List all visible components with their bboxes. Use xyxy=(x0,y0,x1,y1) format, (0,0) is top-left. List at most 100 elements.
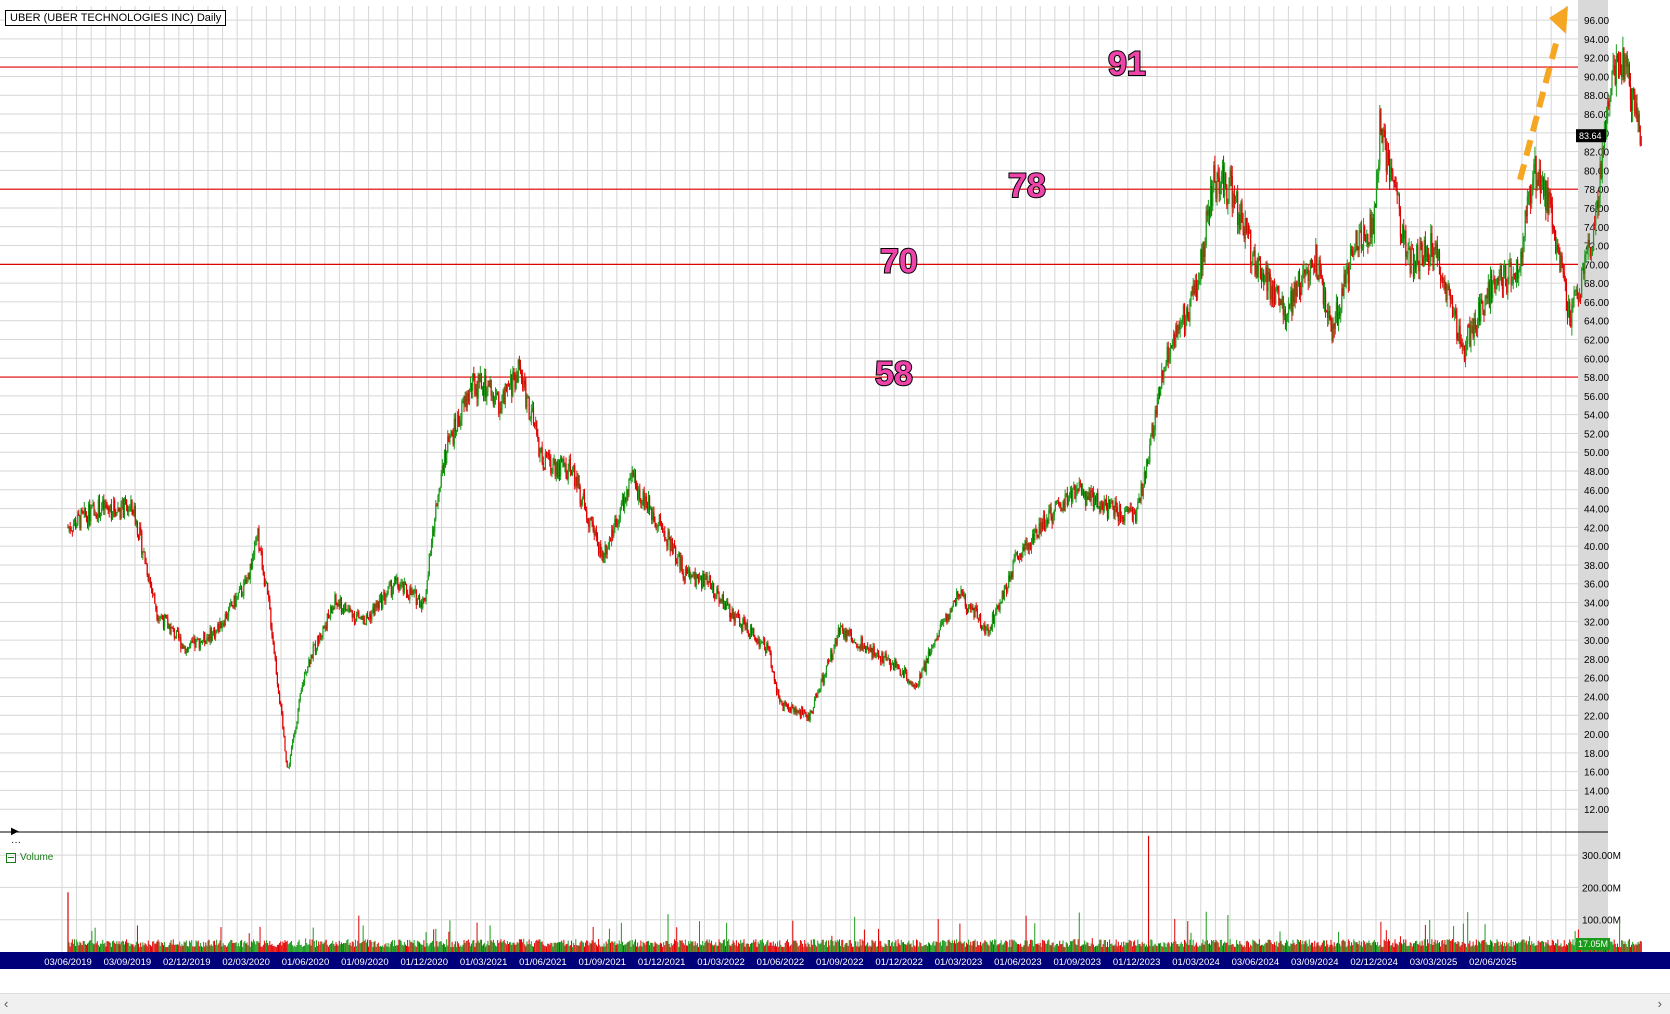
candle-body xyxy=(89,504,91,522)
candle-body xyxy=(327,613,330,618)
scroll-left-icon[interactable]: ‹ xyxy=(4,996,9,1011)
candle-body xyxy=(876,651,879,655)
candle-body xyxy=(1487,281,1489,299)
candle-body xyxy=(611,529,613,542)
candle-body xyxy=(133,505,135,514)
candle-body xyxy=(502,390,504,397)
candle-body xyxy=(989,627,991,633)
candle-body xyxy=(1477,302,1480,320)
candle-body xyxy=(257,528,259,537)
candle-body xyxy=(193,638,195,643)
candle-body xyxy=(858,646,860,648)
candle-body xyxy=(990,627,992,629)
candle-body xyxy=(1328,310,1330,319)
candle-body xyxy=(1481,299,1483,303)
candle-body xyxy=(438,491,440,496)
candle-body xyxy=(72,525,75,532)
candle-body xyxy=(1094,496,1097,502)
collapse-icon[interactable] xyxy=(6,852,16,863)
candle-body xyxy=(81,509,83,512)
candle-body xyxy=(524,380,526,385)
candle-body xyxy=(1206,211,1208,216)
candle-body xyxy=(1518,270,1520,279)
candle-body xyxy=(1627,64,1629,67)
candle-body xyxy=(241,586,243,596)
candle-body xyxy=(536,421,538,435)
candle-body xyxy=(786,705,788,707)
candle-body xyxy=(1222,166,1225,197)
candle-body xyxy=(1285,315,1288,323)
candle-body xyxy=(1421,243,1423,258)
candle-body xyxy=(688,569,690,573)
candle-body xyxy=(1564,279,1566,283)
candle-body xyxy=(697,577,700,583)
candle-body xyxy=(430,543,433,554)
candle-body xyxy=(148,578,150,581)
candle-body xyxy=(1497,277,1499,285)
candle-body xyxy=(1511,283,1513,285)
candle-body xyxy=(410,588,412,595)
candle-body xyxy=(1027,543,1029,550)
candle-body xyxy=(1348,268,1351,284)
candle-body xyxy=(596,536,599,546)
candle-body xyxy=(351,610,353,618)
candle-body xyxy=(647,496,650,511)
scroll-right-icon[interactable]: › xyxy=(1657,996,1662,1011)
candle-body xyxy=(359,617,361,619)
candle-body xyxy=(1476,319,1479,330)
candle-body xyxy=(860,637,862,651)
candle-body xyxy=(362,615,364,620)
horizontal-scrollbar[interactable]: ‹ › xyxy=(0,993,1670,1014)
candle-body xyxy=(337,603,339,607)
candle-body xyxy=(367,617,370,619)
candle-body xyxy=(364,623,366,625)
candle-body xyxy=(396,577,398,581)
candle-body xyxy=(606,547,608,555)
price-axis-panel xyxy=(1578,0,1608,952)
candle-body xyxy=(1323,290,1326,305)
candle-body xyxy=(484,375,486,397)
candle-body xyxy=(668,531,670,537)
candle-body xyxy=(529,418,531,420)
candle-body xyxy=(848,630,850,636)
candle-body xyxy=(1103,499,1105,512)
candle-body xyxy=(441,465,443,475)
candle-body xyxy=(1228,185,1230,204)
candle-body xyxy=(580,502,582,505)
candle-body xyxy=(1307,269,1309,281)
candle-body xyxy=(1439,274,1442,281)
candle-body xyxy=(1469,325,1471,347)
candle-body xyxy=(1423,240,1425,266)
candle-body xyxy=(1069,490,1072,497)
candle-body xyxy=(1532,178,1534,194)
candle-body xyxy=(1546,187,1548,211)
volume-panel-label[interactable]: Volume xyxy=(6,852,53,863)
candle-body xyxy=(1592,224,1595,249)
candle-body xyxy=(1284,309,1287,323)
candle-body xyxy=(652,511,654,520)
candle-body xyxy=(892,663,894,665)
candle-body xyxy=(514,374,516,389)
x-tick-label: 01/09/2023 xyxy=(1054,957,1102,968)
candle-body xyxy=(242,595,244,597)
candle-body xyxy=(946,613,948,622)
candle-body xyxy=(1235,191,1238,197)
candle-body xyxy=(1588,239,1590,248)
candle-body xyxy=(1629,85,1632,101)
candle-body xyxy=(144,551,146,563)
candle-body xyxy=(1443,280,1445,284)
candle-body xyxy=(1087,496,1089,500)
candle-body xyxy=(464,396,466,405)
candle-body xyxy=(1561,255,1563,266)
candle-body xyxy=(99,512,102,518)
candle-body xyxy=(1359,230,1361,232)
candle-body xyxy=(681,556,683,573)
candle-body xyxy=(95,514,97,519)
play-icon[interactable]: ▶ ··· xyxy=(11,826,21,848)
candle-body xyxy=(966,610,969,613)
candle-body xyxy=(1260,277,1263,281)
candle-body xyxy=(471,382,473,391)
candle-body xyxy=(851,639,854,643)
candle-body xyxy=(1475,328,1477,330)
candle-body xyxy=(629,477,631,480)
